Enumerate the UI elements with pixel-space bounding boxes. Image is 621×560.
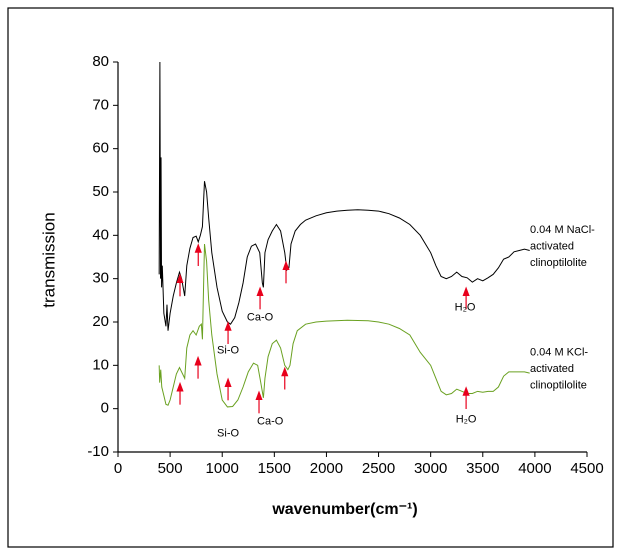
y-tick-label: 50 [92, 183, 109, 200]
peak-label: Si-O [217, 345, 239, 357]
y-tick-label: 20 [92, 313, 109, 330]
spectrum-line [158, 61, 530, 331]
peak-label: H₂O [456, 413, 477, 425]
y-tick-label: 60 [92, 140, 109, 157]
x-tick-label: 1000 [206, 460, 239, 477]
x-tick-label: 4000 [518, 460, 551, 477]
x-tick-label: 2500 [362, 460, 395, 477]
peak-label: Si-O [217, 428, 239, 440]
spectrum-line [158, 243, 530, 408]
y-tick-label: 10 [92, 356, 109, 373]
peak-label: Ca-O [257, 416, 284, 428]
y-axis-label: transmission [39, 212, 58, 307]
frame [7, 7, 614, 548]
legend-label: activated [530, 240, 574, 252]
x-tick-label: 1500 [258, 460, 291, 477]
legend-label: 0.04 M NaCl- [530, 224, 595, 236]
y-tick-label: 40 [92, 226, 109, 243]
x-tick-label: 2000 [310, 460, 343, 477]
x-tick-label: 0 [114, 460, 122, 477]
x-tick-label: 500 [158, 460, 183, 477]
x-tick-label: 4500 [570, 460, 603, 477]
legend-label: 0.04 M KCl- [530, 347, 588, 359]
x-tick-label: 3500 [466, 460, 499, 477]
legend-label: clinoptilolite [530, 380, 587, 392]
y-tick-label: 0 [101, 400, 109, 417]
x-axis-label: wavenumber(cm⁻¹) [271, 501, 417, 518]
x-tick-label: 3000 [414, 460, 447, 477]
y-tick-label: 80 [92, 53, 109, 70]
y-tick-label: 30 [92, 270, 109, 287]
legend-label: clinoptilolite [530, 257, 587, 269]
peak-label: Ca-O [247, 312, 274, 324]
y-tick-label: -10 [87, 443, 109, 460]
peak-label: H₂O [455, 302, 476, 314]
legend-label: activated [530, 363, 574, 375]
y-tick-label: 70 [92, 96, 109, 113]
